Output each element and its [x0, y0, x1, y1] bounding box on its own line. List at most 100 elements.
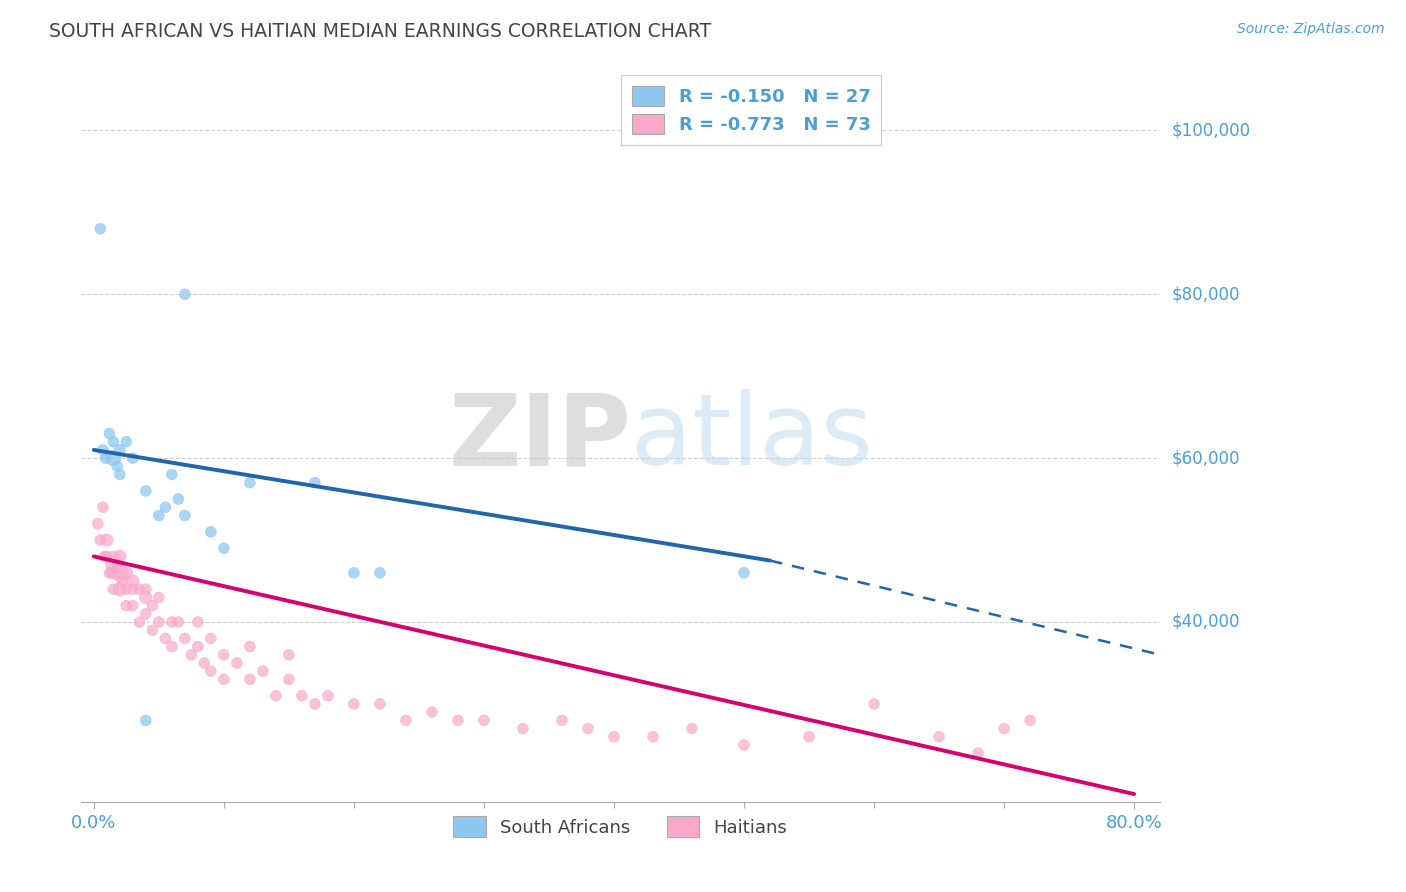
- Text: $100,000: $100,000: [1171, 121, 1250, 139]
- Point: [264, 689, 287, 703]
- Point: [180, 648, 202, 662]
- Point: [121, 451, 143, 466]
- Point: [121, 582, 143, 597]
- Point: [96, 549, 118, 564]
- Point: [1019, 714, 1042, 728]
- Point: [551, 714, 574, 728]
- Point: [863, 697, 886, 711]
- Point: [103, 549, 125, 564]
- Point: [160, 640, 183, 654]
- Point: [239, 475, 262, 490]
- Point: [368, 697, 391, 711]
- Point: [155, 632, 177, 646]
- Point: [291, 689, 314, 703]
- Point: [105, 459, 128, 474]
- Text: Source: ZipAtlas.com: Source: ZipAtlas.com: [1237, 22, 1385, 37]
- Point: [368, 566, 391, 580]
- Point: [96, 533, 118, 547]
- Point: [212, 541, 235, 556]
- Point: [343, 697, 366, 711]
- Point: [239, 673, 262, 687]
- Point: [121, 574, 143, 588]
- Point: [173, 287, 195, 301]
- Point: [277, 673, 299, 687]
- Point: [121, 599, 143, 613]
- Legend: South Africans, Haitians: South Africans, Haitians: [446, 809, 794, 845]
- Point: [148, 615, 170, 629]
- Point: [277, 648, 299, 662]
- Point: [173, 632, 195, 646]
- Point: [148, 591, 170, 605]
- Point: [89, 221, 111, 235]
- Point: [160, 615, 183, 629]
- Point: [115, 566, 138, 580]
- Point: [91, 442, 114, 457]
- Point: [395, 714, 418, 728]
- Point: [420, 705, 443, 719]
- Point: [472, 714, 495, 728]
- Point: [86, 516, 108, 531]
- Point: [304, 697, 326, 711]
- Point: [576, 722, 599, 736]
- Point: [304, 475, 326, 490]
- Point: [928, 730, 950, 744]
- Point: [105, 558, 128, 572]
- Point: [316, 689, 339, 703]
- Point: [115, 434, 138, 449]
- Point: [447, 714, 470, 728]
- Point: [155, 500, 177, 515]
- Point: [212, 648, 235, 662]
- Point: [135, 714, 157, 728]
- Text: ZIP: ZIP: [449, 389, 631, 486]
- Text: $60,000: $60,000: [1171, 449, 1240, 467]
- Point: [141, 599, 163, 613]
- Point: [993, 722, 1015, 736]
- Point: [115, 582, 138, 597]
- Point: [135, 582, 157, 597]
- Point: [200, 524, 222, 539]
- Point: [103, 566, 125, 580]
- Point: [187, 615, 209, 629]
- Point: [641, 730, 664, 744]
- Point: [173, 508, 195, 523]
- Point: [89, 533, 111, 547]
- Point: [239, 640, 262, 654]
- Point: [108, 549, 131, 564]
- Point: [200, 632, 222, 646]
- Point: [108, 566, 131, 580]
- Point: [167, 615, 190, 629]
- Point: [512, 722, 534, 736]
- Point: [100, 558, 122, 572]
- Point: [128, 582, 150, 597]
- Point: [135, 483, 157, 498]
- Point: [98, 426, 121, 441]
- Point: [111, 574, 134, 588]
- Text: $80,000: $80,000: [1171, 285, 1240, 303]
- Point: [733, 738, 755, 752]
- Point: [733, 566, 755, 580]
- Point: [681, 722, 703, 736]
- Point: [108, 442, 131, 457]
- Point: [98, 566, 121, 580]
- Point: [128, 615, 150, 629]
- Point: [141, 623, 163, 637]
- Point: [115, 599, 138, 613]
- Point: [343, 566, 366, 580]
- Point: [108, 582, 131, 597]
- Point: [200, 664, 222, 678]
- Point: [135, 591, 157, 605]
- Point: [103, 582, 125, 597]
- Point: [167, 492, 190, 507]
- Point: [148, 508, 170, 523]
- Point: [93, 549, 115, 564]
- Text: atlas: atlas: [631, 389, 873, 486]
- Point: [225, 656, 247, 670]
- Text: $40,000: $40,000: [1171, 613, 1240, 631]
- Point: [797, 730, 820, 744]
- Point: [108, 467, 131, 482]
- Point: [603, 730, 626, 744]
- Point: [193, 656, 215, 670]
- Point: [187, 640, 209, 654]
- Point: [160, 467, 183, 482]
- Point: [94, 451, 117, 466]
